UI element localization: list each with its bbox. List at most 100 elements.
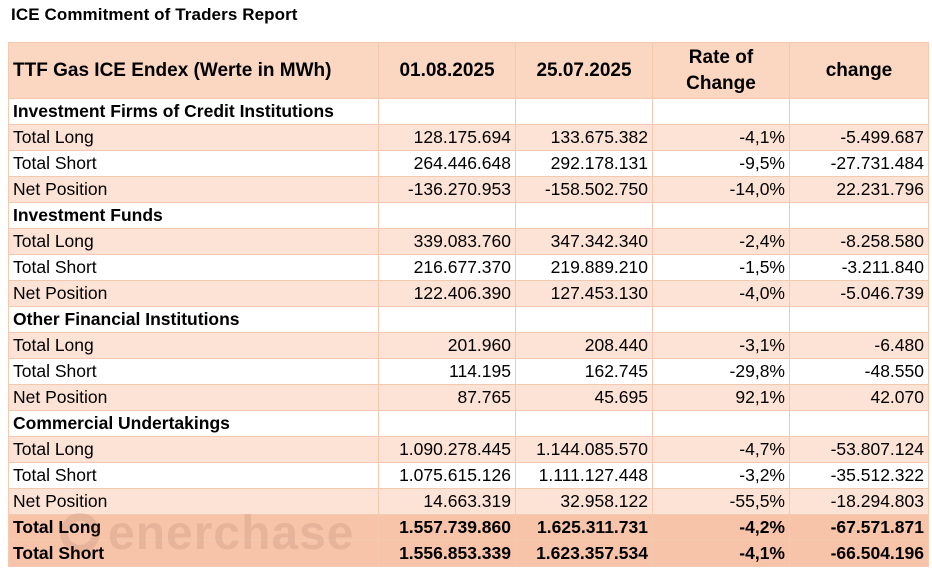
- section-title: Investment Firms of Credit Institutions: [8, 98, 379, 125]
- header-rate-of-change: Rate of Change: [652, 42, 790, 99]
- rate-of-change: -2,4%: [652, 228, 790, 255]
- empty-cell: [652, 306, 790, 333]
- row-label: Net Position: [8, 384, 379, 411]
- value-previous: 292.178.131: [515, 150, 653, 177]
- section-header-row: Investment Firms of Credit Institutions: [8, 98, 929, 125]
- table-row: Total Long 1.090.278.445 1.144.085.570 -4,7…: [8, 436, 929, 463]
- empty-cell: [378, 202, 516, 229]
- value-current: 1.557.739.860: [378, 514, 516, 541]
- value-previous: 208.440: [515, 332, 653, 359]
- change-value: -53.807.124: [789, 436, 929, 463]
- change-value: -3.211.840: [789, 254, 929, 281]
- row-label: Total Short: [8, 150, 379, 177]
- row-label: Total Long: [8, 332, 379, 359]
- empty-cell: [789, 410, 929, 437]
- rate-of-change: -55,5%: [652, 488, 790, 515]
- empty-cell: [515, 410, 653, 437]
- empty-cell: [652, 98, 790, 125]
- rate-of-change: -9,5%: [652, 150, 790, 177]
- header-date-previous: 25.07.2025: [515, 42, 653, 99]
- report-title: ICE Commitment of Traders Report: [11, 5, 298, 24]
- change-value: -6.480: [789, 332, 929, 359]
- section-header-row: Commercial Undertakings: [8, 410, 929, 437]
- value-current: 339.083.760: [378, 228, 516, 255]
- change-value: -5.499.687: [789, 124, 929, 151]
- rate-of-change: 92,1%: [652, 384, 790, 411]
- value-previous: 162.745: [515, 358, 653, 385]
- value-current: -136.270.953: [378, 176, 516, 203]
- value-previous: 45.695: [515, 384, 653, 411]
- value-current: 128.175.694: [378, 124, 516, 151]
- row-label: Total Short: [8, 254, 379, 281]
- value-current: 1.090.278.445: [378, 436, 516, 463]
- rate-of-change: -4,7%: [652, 436, 790, 463]
- table-row: Total Long 339.083.760 347.342.340 -2,4% -8.…: [8, 228, 929, 255]
- rate-of-change: -3,2%: [652, 462, 790, 489]
- rate-of-change: -1,5%: [652, 254, 790, 281]
- empty-cell: [378, 306, 516, 333]
- empty-cell: [789, 98, 929, 125]
- change-value: 22.231.796: [789, 176, 929, 203]
- table-row: Total Short 216.677.370 219.889.210 -1,5% -3…: [8, 254, 929, 281]
- table-row: Total Short 264.446.648 292.178.131 -9,5% -2…: [8, 150, 929, 177]
- value-current: 87.765: [378, 384, 516, 411]
- empty-cell: [789, 306, 929, 333]
- row-label: Total Short: [8, 540, 379, 567]
- rate-of-change: -29,8%: [652, 358, 790, 385]
- change-value: 42.070: [789, 384, 929, 411]
- change-value: -48.550: [789, 358, 929, 385]
- header-rate-line2: Change: [686, 72, 756, 94]
- change-value: -27.731.484: [789, 150, 929, 177]
- value-current: 201.960: [378, 332, 516, 359]
- row-label: Total Long: [8, 436, 379, 463]
- change-value: -5.046.739: [789, 280, 929, 307]
- change-value: -66.504.196: [789, 540, 929, 567]
- row-label: Net Position: [8, 280, 379, 307]
- empty-cell: [515, 306, 653, 333]
- value-previous: 1.625.311.731: [515, 514, 653, 541]
- rate-of-change: -4,1%: [652, 540, 790, 567]
- header-change: change: [789, 42, 929, 99]
- header-date-current: 01.08.2025: [378, 42, 516, 99]
- section-title: Commercial Undertakings: [8, 410, 379, 437]
- section-header-row: Investment Funds: [8, 202, 929, 229]
- change-value: -67.571.871: [789, 514, 929, 541]
- change-value: -35.512.322: [789, 462, 929, 489]
- empty-cell: [515, 202, 653, 229]
- empty-cell: [378, 98, 516, 125]
- table-row: Net Position -136.270.953 -158.502.750 -14,…: [8, 176, 929, 203]
- section-title: Investment Funds: [8, 202, 379, 229]
- section-title: Other Financial Institutions: [8, 306, 379, 333]
- table-row: Net Position 87.765 45.695 92,1% 42.070: [8, 384, 929, 411]
- value-current: 1.556.853.339: [378, 540, 516, 567]
- value-previous: 32.958.122: [515, 488, 653, 515]
- table-row: Net Position 122.406.390 127.453.130 -4,0% -…: [8, 280, 929, 307]
- table-row: Total Long 201.960 208.440 -3,1% -6.480: [8, 332, 929, 359]
- table-row: Total Short 114.195 162.745 -29,8% -48.550: [8, 358, 929, 385]
- rate-of-change: -3,1%: [652, 332, 790, 359]
- value-previous: 127.453.130: [515, 280, 653, 307]
- row-label: Net Position: [8, 176, 379, 203]
- rate-of-change: -4,2%: [652, 514, 790, 541]
- change-value: -18.294.803: [789, 488, 929, 515]
- rate-of-change: -4,0%: [652, 280, 790, 307]
- header-rate-line1: Rate of: [688, 46, 754, 68]
- row-label: Net Position: [8, 488, 379, 515]
- change-value: -8.258.580: [789, 228, 929, 255]
- rate-of-change: -4,1%: [652, 124, 790, 151]
- row-label: Total Long: [8, 228, 379, 255]
- table-row: Net Position 14.663.319 32.958.122 -55,5% -1…: [8, 488, 929, 515]
- value-previous: 219.889.210: [515, 254, 653, 281]
- value-current: 1.075.615.126: [378, 462, 516, 489]
- value-current: 216.677.370: [378, 254, 516, 281]
- table-row: Total Long 128.175.694 133.675.382 -4,1% -5.…: [8, 124, 929, 151]
- value-previous: -158.502.750: [515, 176, 653, 203]
- table-header-row: TTF Gas ICE Endex (Werte in MWh) 01.08.2…: [8, 42, 929, 99]
- value-current: 14.663.319: [378, 488, 516, 515]
- empty-cell: [652, 202, 790, 229]
- section-header-row: Other Financial Institutions: [8, 306, 929, 333]
- row-label: Total Long: [8, 124, 379, 151]
- empty-cell: [789, 202, 929, 229]
- value-previous: 1.111.127.448: [515, 462, 653, 489]
- table-row: Total Short 1.556.853.339 1.623.357.534 -4,…: [8, 540, 929, 567]
